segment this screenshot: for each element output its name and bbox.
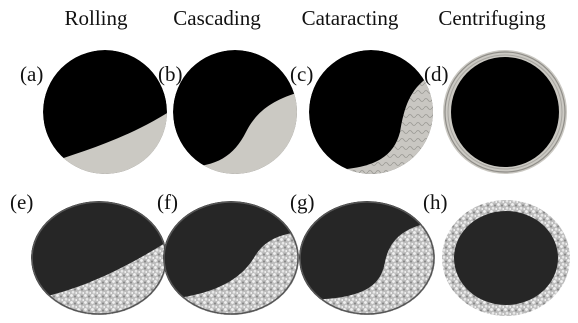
panel-a [40, 50, 172, 180]
panel-label: (f) [157, 190, 178, 214]
column-header: Centrifuging [438, 6, 546, 30]
column-headers: Rolling Cascading Cataracting Centrifugi… [64, 6, 546, 30]
panel-e [30, 201, 170, 320]
column-header: Rolling [64, 6, 128, 30]
figure: Rolling Cascading Cataracting Centrifugi… [0, 0, 578, 323]
panel-c [306, 50, 440, 180]
panel-label: (b) [158, 62, 183, 86]
panel-h [442, 200, 570, 316]
panel-label: (c) [290, 62, 313, 86]
panel-label: (d) [424, 62, 449, 86]
panel-label: (h) [423, 190, 448, 214]
panel-g [296, 201, 440, 320]
panel-d [443, 50, 567, 174]
column-header: Cataracting [302, 6, 399, 30]
panel-b [170, 50, 300, 180]
panel-f [160, 201, 300, 320]
column-header: Cascading [173, 6, 261, 30]
panel-label: (e) [10, 190, 33, 214]
panel-label: (a) [20, 62, 43, 86]
panel-label: (g) [290, 190, 315, 214]
